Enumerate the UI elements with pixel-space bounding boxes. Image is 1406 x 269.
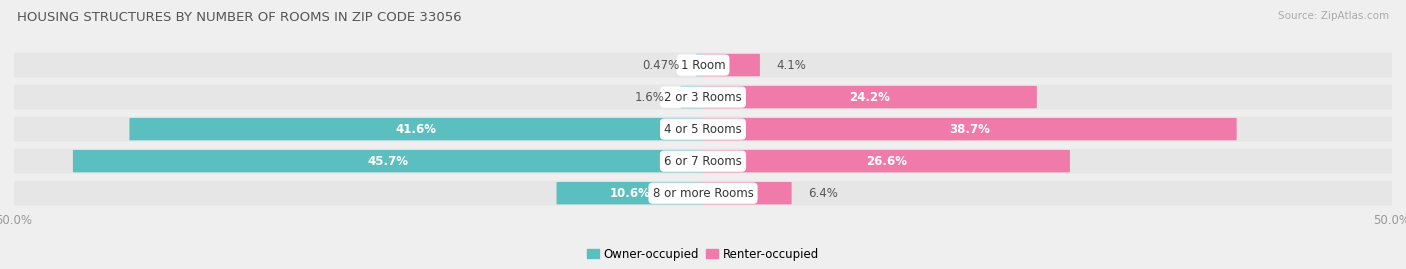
- FancyBboxPatch shape: [703, 118, 1237, 140]
- Text: 10.6%: 10.6%: [610, 187, 651, 200]
- FancyBboxPatch shape: [696, 54, 703, 76]
- FancyBboxPatch shape: [14, 52, 1392, 77]
- Text: 0.47%: 0.47%: [643, 59, 681, 72]
- FancyBboxPatch shape: [681, 86, 703, 108]
- Text: 1 Room: 1 Room: [681, 59, 725, 72]
- Text: 45.7%: 45.7%: [367, 155, 409, 168]
- FancyBboxPatch shape: [703, 150, 1070, 172]
- FancyBboxPatch shape: [129, 118, 703, 140]
- Text: 38.7%: 38.7%: [949, 123, 990, 136]
- Text: HOUSING STRUCTURES BY NUMBER OF ROOMS IN ZIP CODE 33056: HOUSING STRUCTURES BY NUMBER OF ROOMS IN…: [17, 11, 461, 24]
- Text: 24.2%: 24.2%: [849, 91, 890, 104]
- Text: Source: ZipAtlas.com: Source: ZipAtlas.com: [1278, 11, 1389, 21]
- FancyBboxPatch shape: [14, 117, 1392, 141]
- Text: 6 or 7 Rooms: 6 or 7 Rooms: [664, 155, 742, 168]
- FancyBboxPatch shape: [703, 54, 759, 76]
- Text: 6.4%: 6.4%: [807, 187, 838, 200]
- FancyBboxPatch shape: [703, 182, 792, 204]
- Text: 26.6%: 26.6%: [866, 155, 907, 168]
- FancyBboxPatch shape: [703, 86, 1036, 108]
- FancyBboxPatch shape: [14, 181, 1392, 206]
- FancyBboxPatch shape: [14, 85, 1392, 109]
- Text: 4.1%: 4.1%: [776, 59, 806, 72]
- Text: 8 or more Rooms: 8 or more Rooms: [652, 187, 754, 200]
- FancyBboxPatch shape: [14, 149, 1392, 174]
- FancyBboxPatch shape: [557, 182, 703, 204]
- Text: 4 or 5 Rooms: 4 or 5 Rooms: [664, 123, 742, 136]
- Text: 1.6%: 1.6%: [634, 91, 665, 104]
- Text: 2 or 3 Rooms: 2 or 3 Rooms: [664, 91, 742, 104]
- Legend: Owner-occupied, Renter-occupied: Owner-occupied, Renter-occupied: [582, 243, 824, 265]
- FancyBboxPatch shape: [73, 150, 703, 172]
- Text: 41.6%: 41.6%: [396, 123, 437, 136]
